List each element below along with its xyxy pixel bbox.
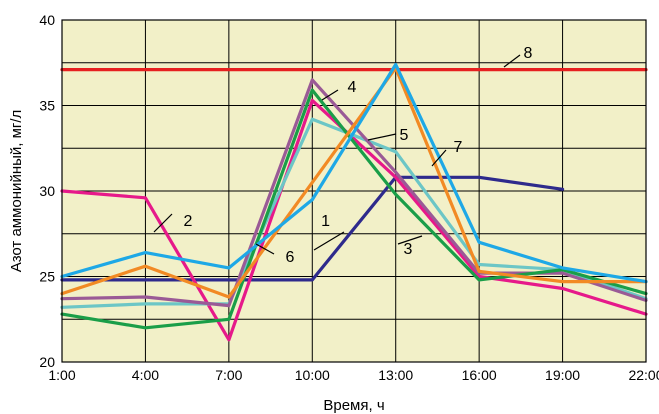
x-tick-label: 7:00 — [215, 367, 242, 383]
series-label-6: 6 — [286, 249, 295, 266]
x-tick-label: 1:00 — [48, 367, 75, 383]
x-tick-labels: 1:00 4:00 7:00 10:00 13:00 16:00 19:00 22:00 — [48, 367, 659, 383]
x-tick-label: 13:00 — [378, 367, 413, 383]
y-tick-label: 40 — [39, 12, 55, 28]
x-axis-label: Время, ч — [323, 397, 384, 414]
series-label-2: 2 — [184, 213, 193, 230]
series-label-1: 1 — [321, 213, 330, 230]
series-label-4: 4 — [348, 79, 357, 96]
series-label-3: 3 — [404, 241, 413, 258]
y-tick-label: 25 — [39, 269, 55, 285]
y-tick-label: 30 — [39, 183, 55, 199]
series-label-7: 7 — [454, 139, 463, 156]
series-label-8: 8 — [524, 45, 533, 62]
series-label-5: 5 — [400, 127, 409, 144]
x-tick-label: 22:00 — [628, 367, 659, 383]
x-tick-label: 4:00 — [132, 367, 159, 383]
y-tick-label: 35 — [39, 98, 55, 114]
x-tick-label: 16:00 — [462, 367, 497, 383]
x-tick-label: 10:00 — [295, 367, 330, 383]
y-axis-label: Азот аммонийный, мг/л — [8, 110, 25, 273]
x-tick-label: 19:00 — [545, 367, 580, 383]
